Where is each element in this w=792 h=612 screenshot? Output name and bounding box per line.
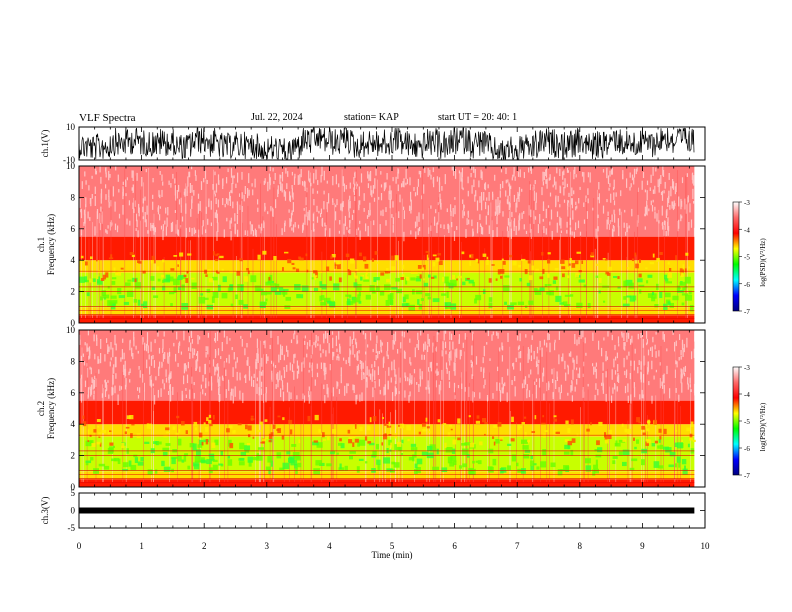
y-tick-label: 0 — [71, 482, 76, 492]
spectrogram-band — [79, 330, 695, 401]
colorbar-tick-label: -7 — [744, 472, 750, 480]
ch1-spectrogram-image — [79, 166, 696, 323]
start-time-label: start UT = 20: 40: 1 — [438, 112, 518, 123]
colorbar-tick-label: -6 — [744, 445, 750, 453]
x-tick-label: 2 — [202, 541, 207, 551]
colorbar-tick-label: -5 — [744, 418, 750, 426]
y-tick-label: -5 — [68, 523, 76, 533]
colorbar-1 — [732, 201, 740, 312]
colorbar-tick-label: -6 — [744, 281, 750, 289]
y-tick-label: 6 — [71, 388, 76, 398]
y-tick-label: 2 — [71, 451, 76, 461]
spectrogram-speckle — [79, 166, 696, 242]
spectrogram-band — [79, 479, 695, 487]
panel-1-ylabel: ch.1 — [36, 237, 46, 252]
colorbar-label: log(PSD)(V²/Hz) — [759, 402, 767, 451]
x-tick-label: 0 — [77, 541, 82, 551]
spectrogram-band — [79, 236, 695, 261]
x-tick-label: 1 — [139, 541, 144, 551]
y-tick-label: 10 — [66, 161, 76, 171]
colorbar-tick-label: -7 — [744, 308, 750, 316]
station-label: station= KAP — [344, 112, 399, 123]
panel-1-ylabel: Frequency (kHz) — [46, 214, 56, 275]
ch2-spectrogram-image — [79, 330, 696, 487]
ch3-waveform-trace — [79, 507, 695, 514]
y-tick-label: 4 — [71, 255, 76, 265]
colorbar-tick-label: -4 — [744, 391, 750, 399]
y-tick-label: -10 — [63, 155, 75, 165]
y-tick-label: 0 — [71, 506, 76, 516]
y-tick-label: 8 — [71, 356, 76, 366]
panel-2-ylabel: Frequency (kHz) — [46, 378, 56, 439]
y-tick-label: 6 — [71, 224, 76, 234]
x-axis-title: Time (min) — [372, 550, 413, 560]
spectrogram-yellow-patches — [82, 414, 696, 449]
colorbar-2 — [732, 366, 740, 476]
date-label: Jul. 22, 2024 — [251, 112, 303, 123]
colorbar-tick-label: -3 — [744, 199, 750, 207]
y-tick-label: 8 — [71, 192, 76, 202]
spectrogram-band — [79, 400, 695, 425]
ch1-waveform-trace — [78, 127, 695, 161]
x-tick-label: 6 — [452, 541, 457, 551]
spectrogram-green-patches — [79, 274, 694, 312]
spectrogram-band — [79, 307, 695, 316]
colorbar-tick-label: -3 — [744, 364, 750, 372]
y-tick-label: 0 — [71, 318, 76, 328]
x-tick-label: 10 — [701, 541, 711, 551]
x-tick-label: 5 — [390, 541, 395, 551]
colorbar-label: log(PSD)(V²/Hz) — [759, 238, 767, 287]
y-tick-label: 2 — [71, 287, 76, 297]
colorbar-tick-label: -5 — [744, 254, 750, 262]
y-tick-label: 10 — [66, 122, 76, 132]
spectrogram-band — [79, 436, 695, 472]
y-tick-label: 4 — [71, 419, 76, 429]
panel-3-ylabel: ch.3(V) — [40, 497, 50, 525]
x-tick-label: 7 — [515, 541, 520, 551]
x-tick-label: 9 — [640, 541, 645, 551]
y-tick-label: 5 — [71, 488, 76, 498]
panel-2-ylabel: ch.2 — [36, 401, 46, 416]
plot-title: VLF Spectra — [79, 112, 136, 124]
y-tick-label: 10 — [66, 325, 76, 335]
panel-0-ylabel: ch.1(V) — [40, 130, 50, 158]
x-tick-label: 3 — [265, 541, 270, 551]
spectrogram-band — [79, 315, 695, 323]
x-tick-label: 4 — [327, 541, 332, 551]
spectrogram-band — [79, 471, 695, 480]
spectrogram-yellow-patches — [80, 250, 690, 283]
x-tick-label: 8 — [578, 541, 583, 551]
colorbar-tick-label: -4 — [744, 226, 750, 234]
